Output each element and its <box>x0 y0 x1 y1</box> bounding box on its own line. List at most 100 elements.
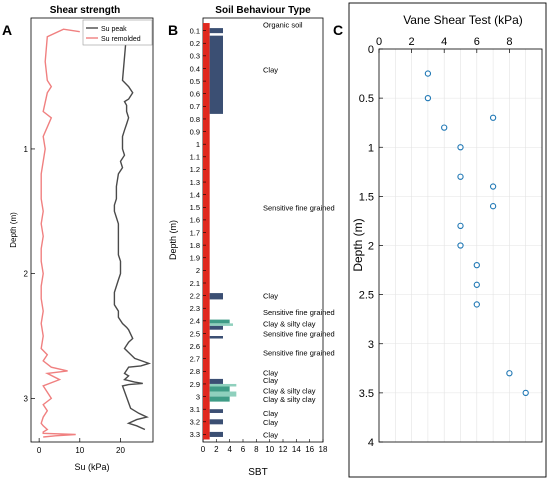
vane-shear-point <box>489 183 497 190</box>
chart-b-y-tick-label: 0.6 <box>190 90 200 99</box>
chart-b-y-tick-label: 1.8 <box>190 241 200 250</box>
chart-a-x-tick-label: 20 <box>116 446 125 455</box>
chart-c-y-tick-label: 3.5 <box>359 388 374 400</box>
chart-b-y-axis: 0.1 0.2 0.3 0.4 0.5 0.6 0.7 0.8 0.9 1 1.1 1.2 1.3 1.4… <box>190 26 206 439</box>
sbt-bar <box>209 293 223 300</box>
sbt-annotation: Clay <box>263 369 278 378</box>
chart-a-legend: Su peak Su remolded <box>82 19 153 46</box>
chart-b-y-tick-label: 3.3 <box>190 430 200 439</box>
chart-c-title: Vane Shear Test (kPa) <box>403 13 523 27</box>
chart-a-y-label: Depth (m) <box>9 212 18 248</box>
chart-c-x-tick-label: 0 <box>376 36 382 48</box>
vane-shear-point <box>424 94 432 102</box>
chart-b-y-tick-label: 0.5 <box>190 77 200 86</box>
chart-a-y-tick-label: 1 <box>24 145 29 154</box>
chart-b-x-tick-label: 14 <box>292 445 301 454</box>
chart-b-y-tick-label: 0.7 <box>190 102 200 111</box>
chart-a-x-tick-label: 10 <box>75 446 84 455</box>
sbt-base-bar <box>203 23 210 440</box>
chart-b-y-tick-label: 0.8 <box>190 115 200 124</box>
vane-shear-point <box>457 144 464 151</box>
chart-b-y-tick-label: 3.2 <box>190 418 200 427</box>
chart-c-x-axis: 0 2 4 6 8 <box>376 36 512 53</box>
chart-b-y-tick-label: 2.7 <box>190 355 200 364</box>
sbt-bar <box>209 28 223 34</box>
sbt-annotation: Sensitive fine grained <box>263 308 335 317</box>
legend-label-su-peak: Su peak <box>101 26 127 33</box>
vane-shear-point <box>506 370 513 377</box>
chart-b-y-tick-label: 1.5 <box>190 203 200 212</box>
vane-shear-point <box>473 301 480 308</box>
chart-c-y-axis: 0 0.5 1 1.5 2 2.5 3 3.5 4 <box>359 44 383 449</box>
chart-b-y-tick-label: 2 <box>196 266 200 275</box>
chart-a-x-label: Su (kPa) <box>74 462 109 472</box>
sbt-bar <box>209 35 223 114</box>
chart-b-title: Soil Behaviour Type <box>215 5 311 16</box>
sbt-annotation: Clay & silty clay <box>263 319 316 328</box>
panel-letter-b: B <box>168 22 178 38</box>
chart-b-y-tick-label: 2.9 <box>190 380 200 389</box>
vane-shear-point <box>457 242 464 249</box>
chart-a-y-tick-label: 3 <box>24 394 29 403</box>
chart-c-y-tick-label: 2.5 <box>359 290 374 302</box>
series-su-remolded <box>40 28 80 438</box>
soil-behaviour-type-chart: Soil Behaviour Type 0.10.20.30.40.50.60.… <box>168 5 335 478</box>
chart-b-x-tick-label: 16 <box>305 445 314 454</box>
chart-c-x-tick-label: 8 <box>506 36 512 48</box>
sbt-bar <box>209 386 230 392</box>
chart-b-y-tick-label: 3 <box>196 392 200 401</box>
sbt-annotation: Clay & silty clay <box>263 395 316 404</box>
chart-c-x-tick-label: 2 <box>409 36 415 48</box>
chart-b-x-tick-label: 4 <box>227 445 232 454</box>
chart-b-x-tick-label: 12 <box>279 445 288 454</box>
vane-shear-point <box>489 114 497 121</box>
chart-b-y-tick-label: 0.1 <box>190 26 200 35</box>
sbt-bar <box>209 325 223 330</box>
chart-b-y-tick-label: 2.1 <box>190 279 200 288</box>
chart-c-y-tick-label: 1 <box>368 142 374 154</box>
sbt-bar <box>209 323 233 326</box>
sbt-bar <box>209 391 237 397</box>
vane-shear-point <box>457 222 464 229</box>
sbt-bar <box>209 319 230 324</box>
chart-c-y-tick-label: 0.5 <box>359 93 374 105</box>
sbt-bar <box>209 396 230 402</box>
chart-b-y-tick-label: 1 <box>196 140 200 149</box>
chart-c-points <box>424 70 529 397</box>
chart-c-y-tick-label: 4 <box>368 437 374 449</box>
chart-b-y-tick-label: 2.8 <box>190 367 200 376</box>
chart-a-title: Shear strength <box>50 5 121 16</box>
vane-shear-point <box>522 389 529 397</box>
chart-b-x-axis: 0 2 4 6 8 10 12 14 16 18 <box>201 439 328 454</box>
chart-b-y-tick-label: 2.4 <box>190 317 200 326</box>
sbt-annotation: Clay <box>263 292 278 301</box>
panel-letter-c: C <box>333 22 343 38</box>
chart-a-y-axis: 1 2 3 <box>24 145 35 403</box>
legend-box <box>82 19 153 46</box>
vane-shear-point <box>473 261 480 269</box>
sbt-annotation: Sensitive fine grained <box>263 348 335 357</box>
sbt-annotation: Clay <box>263 418 278 427</box>
chart-b-x-tick-label: 8 <box>254 445 259 454</box>
chart-b-y-tick-label: 0.2 <box>190 39 200 48</box>
chart-b-y-tick-label: 1.1 <box>190 153 200 162</box>
chart-b-y-tick-label: 1.2 <box>190 165 200 174</box>
vane-shear-point <box>489 203 497 210</box>
series-su-peak <box>113 32 152 431</box>
chart-b-y-tick-label: 2.3 <box>190 304 200 313</box>
chart-a-y-tick-label: 2 <box>24 270 29 279</box>
sbt-bar <box>209 419 223 425</box>
chart-b-y-tick-label: 1.9 <box>190 254 200 263</box>
sbt-annotation: Sensitive fine grained <box>263 203 335 212</box>
chart-b-y-tick-label: 1.4 <box>190 190 200 199</box>
sbt-annotation: Clay <box>263 376 278 385</box>
legend-label-su-remolded: Su remolded <box>101 36 141 43</box>
chart-b-y-tick-label: 1.3 <box>190 178 200 187</box>
chart-c-y-tick-label: 3 <box>368 339 374 351</box>
sbt-annotation: Clay <box>263 409 278 418</box>
chart-c-y-tick-label: 0 <box>368 44 374 56</box>
chart-b-y-tick-label: 1.6 <box>190 216 200 225</box>
vane-shear-point <box>424 70 432 77</box>
